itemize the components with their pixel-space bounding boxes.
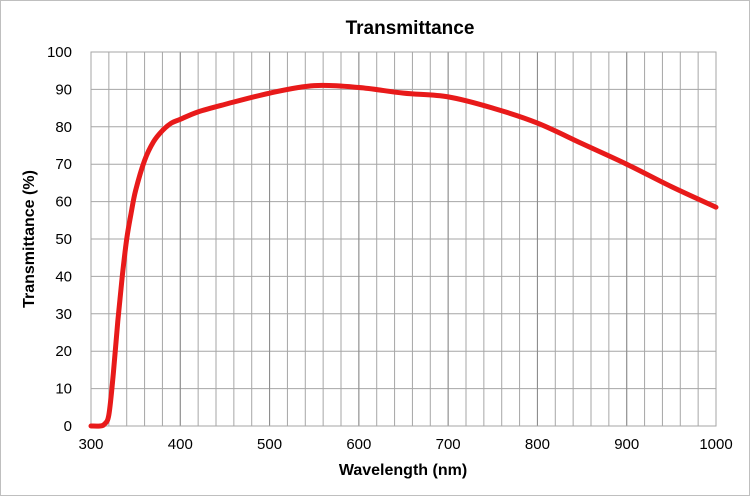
x-tick-label: 300: [78, 436, 103, 453]
series-layer: [88, 82, 719, 429]
y-tick-label: 30: [55, 306, 72, 323]
transmittance-series-line: [88, 82, 719, 429]
x-axis-title: Wavelength (nm): [339, 462, 467, 479]
x-axis-tick-labels: 300 400 500 600 700 800 900 1000: [78, 436, 732, 453]
y-tick-label: 0: [64, 418, 72, 435]
y-tick-label: 100: [47, 44, 72, 61]
y-tick-label: 20: [55, 343, 72, 360]
y-axis-title: Transmittance (%): [21, 170, 38, 308]
major-gridlines: [90, 51, 717, 427]
y-tick-label: 70: [55, 156, 72, 173]
x-tick-label: 400: [168, 436, 193, 453]
x-tick-label: 700: [436, 436, 461, 453]
y-tick-label: 50: [55, 231, 72, 248]
y-tick-label: 60: [55, 194, 72, 211]
y-axis-tick-labels: 0 10 20 30 40 50 60 70 80 90 100: [47, 44, 72, 435]
y-tick-label: 90: [55, 81, 72, 98]
x-tick-label: 800: [525, 436, 550, 453]
x-tick-label: 500: [257, 436, 282, 453]
x-tick-label: 900: [614, 436, 639, 453]
x-tick-label: 600: [346, 436, 371, 453]
y-tick-label: 10: [55, 381, 72, 398]
y-tick-label: 80: [55, 119, 72, 136]
x-tick-label: 1000: [699, 436, 732, 453]
chart-title: Transmittance: [346, 18, 475, 39]
y-tick-label: 40: [55, 268, 72, 285]
plot-area-border: [90, 51, 717, 427]
